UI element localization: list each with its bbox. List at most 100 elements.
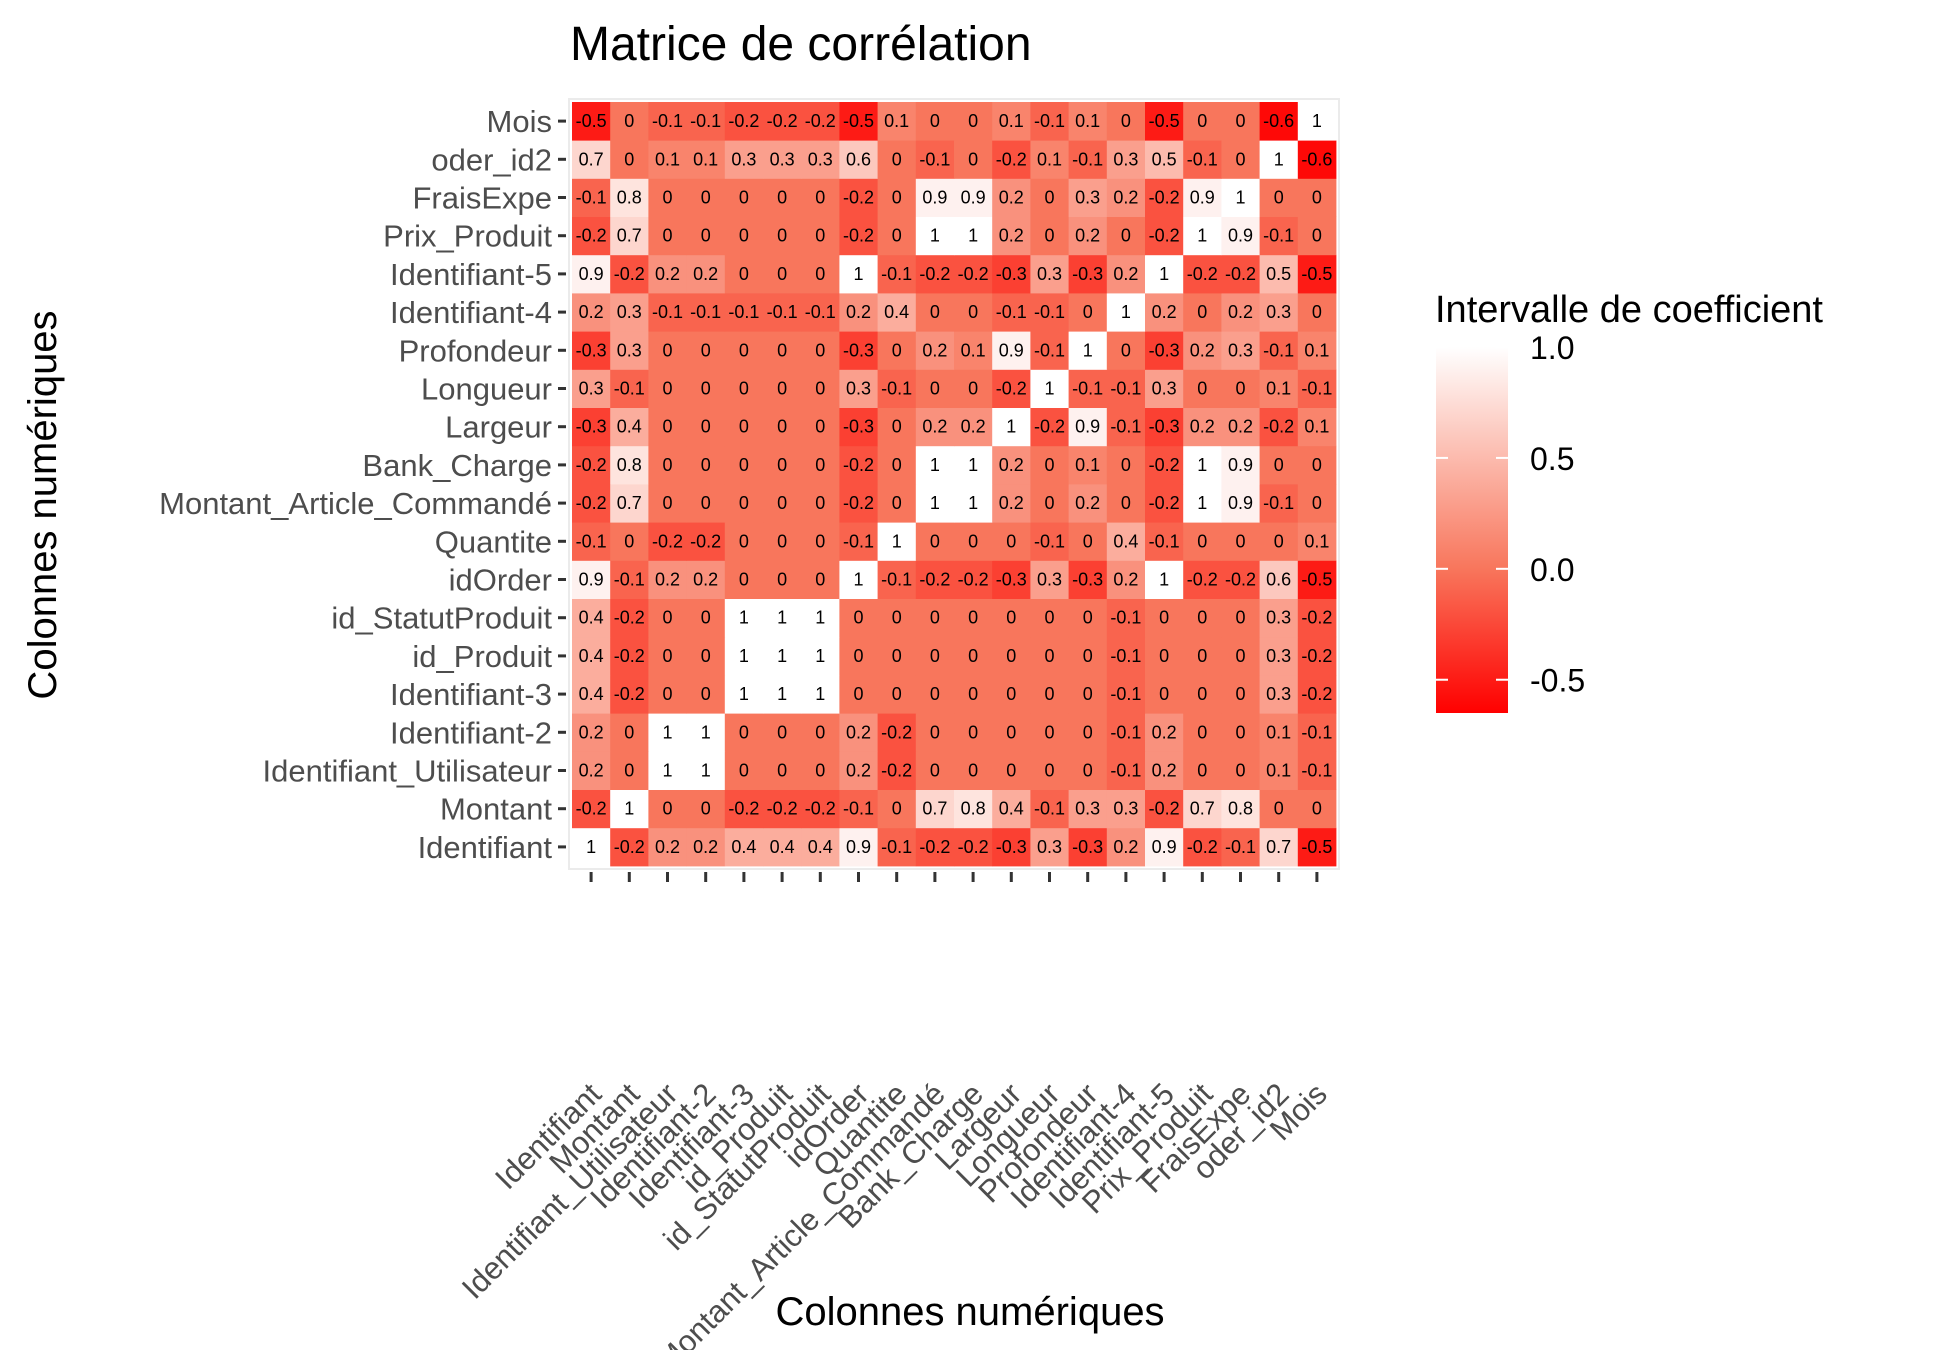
heatmap-cell-value: 0: [1006, 722, 1016, 742]
heatmap-cell-value: 0: [701, 417, 711, 437]
heatmap-cell-value: 0: [662, 684, 672, 704]
heatmap-cell: [610, 751, 649, 790]
heatmap-cell-value: -0.6: [1301, 149, 1332, 169]
heatmap-cell-value: 0: [701, 684, 711, 704]
heatmap-cell-value: 0: [1083, 684, 1093, 704]
y-tick-label-identifiant-5: Identifiant-5: [390, 257, 552, 292]
heatmap-cell: [610, 369, 649, 408]
heatmap-cell-value: 0: [777, 417, 787, 437]
heatmap-cell-value: 0.4: [999, 799, 1024, 819]
heatmap-cell-value: 0: [1274, 531, 1284, 551]
heatmap-cell-value: -0.2: [1301, 684, 1332, 704]
heatmap-cell-value: 1: [739, 646, 749, 666]
heatmap-cell: [572, 713, 611, 752]
heatmap-cell-value: 0.2: [1190, 417, 1215, 437]
heatmap-cell: [1068, 407, 1108, 447]
heatmap-cell: [1259, 140, 1299, 179]
heatmap-cell: [648, 636, 687, 676]
heatmap-cell: [1259, 598, 1299, 638]
heatmap-cell-value: -0.2: [805, 799, 836, 819]
heatmap-cell-value: 0: [815, 188, 825, 208]
heatmap-cell-value: -0.2: [767, 111, 798, 131]
heatmap-cell: [954, 445, 993, 485]
heatmap-cell: [1259, 216, 1299, 256]
heatmap-cell: [801, 140, 840, 179]
heatmap-cell-value: 1: [777, 684, 787, 704]
heatmap-cell: [572, 369, 611, 408]
heatmap-cell: [1106, 636, 1146, 676]
heatmap-cell-value: 0: [1006, 531, 1016, 551]
heatmap-cell-value: 0: [1044, 455, 1054, 475]
heatmap-cell: [1030, 331, 1069, 370]
heatmap-cell-value: 0: [892, 226, 902, 246]
heatmap-cell: [877, 216, 917, 256]
heatmap-cell: [610, 789, 649, 829]
heatmap-cell-value: 0: [739, 722, 749, 742]
heatmap-cell: [686, 445, 726, 485]
heatmap-cell: [1221, 369, 1260, 408]
heatmap-cell-value: -0.1: [919, 149, 950, 169]
heatmap-cell-value: 0: [1312, 226, 1322, 246]
heatmap-cell: [1106, 445, 1146, 485]
y-tick-label-identifiant-3: Identifiant-3: [390, 677, 552, 712]
heatmap-cell-value: -0.2: [614, 837, 645, 857]
heatmap-cell-value: 1: [701, 722, 711, 742]
heatmap-cell: [1183, 522, 1222, 561]
heatmap-cell-value: -0.1: [652, 302, 683, 322]
heatmap-cell: [763, 102, 802, 141]
heatmap-cell-value: -0.5: [843, 111, 874, 131]
heatmap-cell-value: 0.8: [617, 455, 642, 475]
heatmap-cell-value: -0.1: [1110, 379, 1141, 399]
heatmap-cell-value: 0: [1083, 646, 1093, 666]
heatmap-cell: [1259, 636, 1299, 676]
heatmap-cell-value: 0: [892, 493, 902, 513]
heatmap-cell-value: -0.1: [1110, 608, 1141, 628]
heatmap-cell: [648, 254, 687, 294]
heatmap-cell-value: 0: [739, 455, 749, 475]
heatmap-cell: [1297, 789, 1337, 829]
heatmap-cell-value: 0.9: [846, 837, 871, 857]
heatmap-cell-value: -0.1: [1225, 837, 1256, 857]
heatmap-cell-value: -0.2: [996, 149, 1027, 169]
heatmap-cell-value: -0.1: [690, 111, 721, 131]
heatmap-cell: [839, 636, 878, 676]
heatmap-cell: [915, 522, 955, 561]
y-tick-label-mois: Mois: [487, 104, 552, 139]
heatmap-cell: [915, 713, 955, 752]
heatmap-cell: [1297, 598, 1337, 638]
heatmap-cell-value: 0.3: [731, 149, 756, 169]
heatmap-cell-value: 0: [662, 340, 672, 360]
heatmap-cell-value: 0.1: [1266, 722, 1291, 742]
heatmap-cell: [954, 216, 993, 256]
heatmap-cell: [954, 598, 993, 638]
heatmap-cell-value: -0.2: [843, 493, 874, 513]
heatmap-cell: [1068, 102, 1108, 141]
heatmap-cell-value: 0: [930, 646, 940, 666]
heatmap-cell: [1145, 102, 1184, 141]
heatmap-cell: [1183, 484, 1222, 523]
heatmap-cell: [992, 102, 1031, 141]
heatmap-cell: [877, 675, 917, 714]
heatmap-cell: [801, 369, 840, 408]
heatmap-cell: [915, 636, 955, 676]
heatmap-cell-value: 1: [853, 264, 863, 284]
heatmap-cell: [877, 178, 917, 217]
heatmap-cell: [724, 140, 764, 179]
heatmap-cell-value: 0.2: [999, 188, 1024, 208]
heatmap-cell-value: 0: [892, 608, 902, 628]
heatmap-cell-value: -0.2: [1149, 493, 1180, 513]
heatmap-cell-value: 0: [777, 379, 787, 399]
heatmap-cell: [1145, 560, 1184, 599]
heatmap-cell: [1145, 713, 1184, 752]
heatmap-cell: [1068, 789, 1108, 829]
heatmap-cell-value: 0.1: [884, 111, 909, 131]
heatmap-cell-value: 0.3: [1266, 684, 1291, 704]
heatmap-cell-value: 0: [968, 302, 978, 322]
heatmap-cell: [915, 827, 955, 867]
heatmap-cell-value: 0: [815, 531, 825, 551]
heatmap-cell-value: 0: [624, 761, 634, 781]
heatmap-cell: [954, 293, 993, 332]
heatmap-cell-value: 0.2: [846, 722, 871, 742]
heatmap-cell: [1145, 407, 1184, 447]
heatmap-cell-value: -0.6: [1263, 111, 1294, 131]
